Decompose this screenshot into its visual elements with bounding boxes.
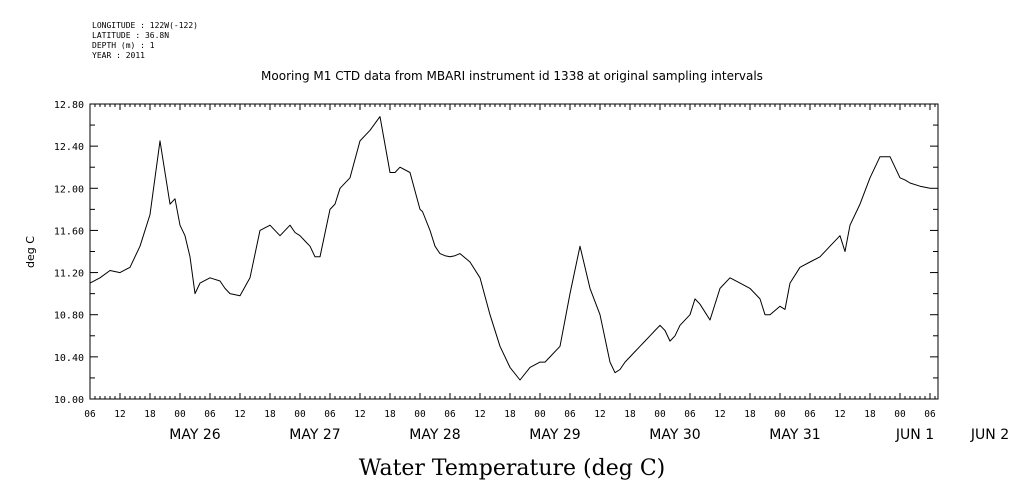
y-tick-label: 10.00: [54, 395, 84, 406]
x-hour-label: 12: [834, 409, 845, 420]
x-hour-label: 18: [624, 409, 636, 420]
x-hour-label: 06: [84, 409, 96, 420]
x-hour-label: 18: [504, 409, 516, 420]
x-hour-label: 18: [144, 409, 156, 420]
x-day-label: JUN 2: [970, 427, 1009, 443]
x-hour-label: 06: [684, 409, 696, 420]
x-hour-label: 12: [234, 409, 245, 420]
chart-title: Mooring M1 CTD data from MBARI instrumen…: [261, 69, 763, 83]
metadata-block: LONGITUDE : 122W(-122) LATITUDE : 36.8N …: [92, 21, 198, 61]
x-hour-label: 12: [474, 409, 485, 420]
y-tick-label: 11.20: [54, 269, 84, 280]
x-hour-label: 18: [744, 409, 756, 420]
x-hour-label: 00: [174, 409, 186, 420]
y-tick-label: 12.80: [54, 100, 84, 111]
x-hour-label: 06: [804, 409, 816, 420]
x-hour-label: 00: [654, 409, 666, 420]
x-hour-label: 12: [714, 409, 725, 420]
x-day-label: MAY 28: [409, 427, 460, 443]
x-day-label: MAY 31: [769, 427, 820, 443]
x-hour-label: 12: [354, 409, 365, 420]
x-hour-label: 00: [294, 409, 306, 420]
x-hour-label: 06: [324, 409, 336, 420]
x-hour-label: 00: [414, 409, 426, 420]
x-hour-label: 12: [114, 409, 125, 420]
x-hour-label: 06: [924, 409, 936, 420]
x-axis-label: Water Temperature (deg C): [359, 456, 666, 481]
plot-frame: [89, 103, 939, 400]
y-tick-label: 10.40: [54, 353, 84, 364]
x-hour-label: 00: [894, 409, 906, 420]
temperature-line: [89, 116, 931, 381]
x-hour-label: 00: [534, 409, 546, 420]
depth-text: DEPTH (m) : 1: [92, 41, 155, 50]
x-hour-label: 18: [864, 409, 876, 420]
longitude-text: LONGITUDE : 122W(-122): [92, 21, 198, 30]
x-hour-label: 12: [594, 409, 605, 420]
x-hour-label: 06: [444, 409, 456, 420]
x-day-label: JUN 1: [895, 427, 934, 443]
x-hour-label: 06: [564, 409, 576, 420]
x-day-label: MAY 30: [649, 427, 700, 443]
latitude-text: LATITUDE : 36.8N: [92, 31, 170, 40]
x-hour-label: 18: [384, 409, 396, 420]
y-tick-label: 11.60: [54, 226, 84, 237]
x-day-label: MAY 26: [169, 427, 220, 443]
x-hour-label: 06: [204, 409, 216, 420]
x-hour-label: 00: [774, 409, 786, 420]
y-tick-label: 10.80: [54, 311, 84, 322]
y-tick-label: 12.40: [54, 142, 84, 153]
axis-ticks: [89, 103, 938, 400]
x-day-label: MAY 27: [289, 427, 340, 443]
axis-tick-labels: 10.00 10.40 10.80 11.20 11.60 12.00 12.40 12.80…: [54, 100, 1009, 443]
y-tick-label: 12.00: [54, 184, 84, 195]
x-hour-label: 18: [264, 409, 276, 420]
year-text: YEAR : 2011: [92, 51, 145, 60]
y-axis-label: deg C: [24, 236, 37, 268]
x-day-label: MAY 29: [529, 427, 580, 443]
